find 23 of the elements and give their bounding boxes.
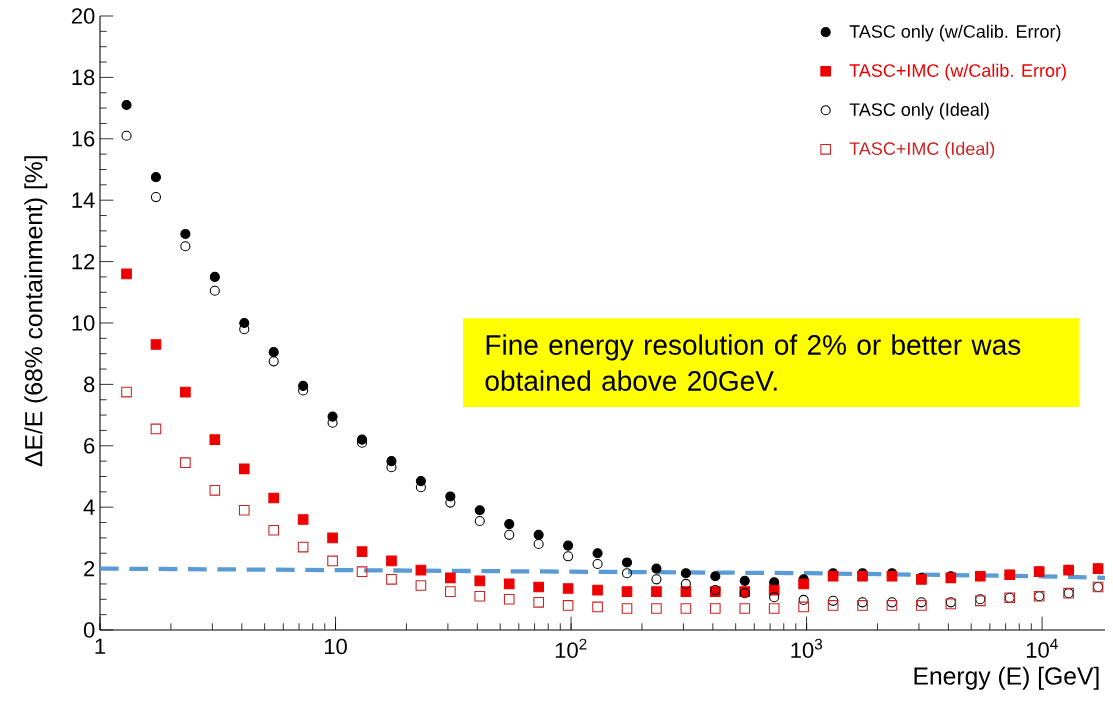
legend-label: TASC only (w/Calib. Error): [849, 24, 1061, 42]
x-tick-label: 10: [324, 638, 347, 655]
x-axis-title: Energy (E) [GeV]: [914, 666, 1099, 690]
y-tick-label: 18: [72, 69, 95, 86]
x-tick-label: 1: [95, 638, 106, 654]
legend-label: TASC+IMC (w/Calib. Error): [849, 63, 1066, 81]
y-tick-label: 6: [84, 437, 95, 454]
annotation: Fine energy resolution of 2% or better was obtained above 20GeV.: [485, 334, 1021, 391]
y-tick-label: 0: [83, 622, 95, 638]
y-tick-label: 16: [72, 130, 95, 147]
y-tick-label: 2: [84, 560, 95, 577]
y-tick-label: 14: [72, 192, 95, 208]
legend-label: TASC+IMC (Ideal): [849, 141, 995, 159]
y-tick-label: 12: [72, 253, 95, 270]
y-tick-label: 8: [84, 376, 95, 393]
x-tick-label: 10$^{2}$: [555, 638, 587, 659]
x-tick-label: 10$^{3}$: [791, 638, 823, 659]
x-tick-label: 10$^{4}$: [1026, 638, 1058, 658]
y-tick-label: 20: [71, 8, 95, 24]
y-tick-label: 10: [72, 315, 95, 331]
legend-label: TASC only (Ideal): [849, 102, 989, 120]
y-axis-title: ΔE/E (68% containment) [%]: [24, 156, 48, 467]
y-tick-label: 4: [83, 499, 95, 515]
